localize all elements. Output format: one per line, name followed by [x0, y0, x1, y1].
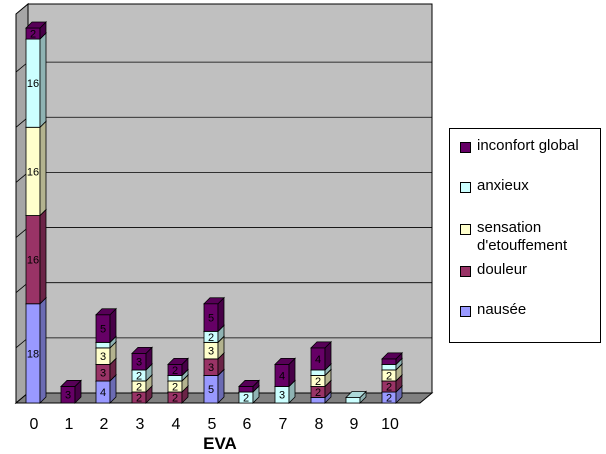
legend-label: anxieux — [477, 177, 529, 194]
data-label: 4 — [315, 354, 321, 366]
x-tick-label: 7 — [279, 416, 288, 433]
chart-walls — [14, 2, 434, 405]
bar-segments — [25, 21, 403, 404]
x-tick-label: 1 — [65, 416, 74, 433]
data-label: 2 — [136, 392, 142, 404]
x-tick-label: 4 — [172, 416, 181, 433]
bar-segment — [131, 346, 153, 371]
data-label: 2 — [172, 365, 178, 377]
data-label: 16 — [27, 166, 39, 178]
legend-item: sensation d'etouffement — [460, 219, 600, 255]
legend-swatch — [460, 182, 471, 193]
legend-item: nausée — [460, 301, 600, 319]
x-tick-label: 9 — [350, 416, 359, 433]
bar-segment — [274, 357, 296, 388]
legend-swatch — [460, 142, 471, 153]
bar-segment — [381, 351, 403, 366]
x-tick-label: 6 — [243, 416, 252, 433]
data-label: 3 — [208, 362, 214, 374]
back-wall — [27, 3, 433, 394]
data-label: 2 — [386, 392, 392, 404]
data-label: 5 — [100, 324, 106, 336]
data-label: 2 — [243, 392, 249, 404]
x-tick-label: 5 — [208, 416, 217, 433]
legend-label: nausée — [477, 301, 527, 318]
data-label: 3 — [100, 368, 106, 380]
bar-segment — [167, 357, 189, 377]
data-label: 2 — [208, 332, 214, 344]
data-label: 2 — [30, 29, 36, 41]
bar-segment — [345, 390, 367, 404]
x-tick-labels: 0 1 2 3 4 5 6 7 8 9 10 — [30, 416, 399, 433]
data-label: 2 — [315, 376, 321, 388]
bar-segment — [238, 379, 260, 393]
data-label: 2 — [386, 370, 392, 382]
data-label: 2 — [136, 370, 142, 382]
chart-legend: inconfort global anxieux sensation d'etouff… — [449, 128, 601, 343]
x-tick-label: 2 — [100, 416, 109, 433]
bar-segment — [60, 379, 82, 404]
legend-item: anxieux — [460, 177, 600, 195]
data-label: 2 — [172, 381, 178, 393]
data-label: 4 — [100, 387, 106, 399]
data-label: 3 — [279, 390, 285, 402]
legend-label: inconfort global — [477, 137, 579, 154]
bar-segment — [95, 307, 117, 344]
data-label: 2 — [172, 392, 178, 404]
bar-segment — [310, 340, 332, 371]
x-tick-label: 8 — [315, 416, 324, 433]
x-tick-label: 3 — [136, 416, 145, 433]
legend-swatch — [460, 306, 471, 317]
legend-label: sensation d'etouffement — [477, 219, 568, 254]
legend-item: inconfort global — [460, 137, 600, 155]
data-label: 3 — [136, 357, 142, 369]
data-label: 3 — [65, 390, 71, 402]
data-label: 2 — [315, 387, 321, 399]
data-label: 5 — [208, 384, 214, 396]
x-axis-title: EVA — [203, 434, 237, 453]
x-tick-label: 10 — [381, 416, 399, 433]
data-label: 3 — [100, 351, 106, 363]
data-label: 16 — [27, 255, 39, 267]
data-label: 3 — [208, 346, 214, 358]
data-label: 2 — [386, 381, 392, 393]
data-label: 18 — [27, 348, 39, 360]
data-label: 2 — [136, 381, 142, 393]
x-tick-label: 0 — [30, 416, 39, 433]
bar-segment — [203, 296, 225, 333]
legend-label: douleur — [477, 261, 528, 278]
legend-swatch — [460, 224, 471, 235]
data-label: 5 — [208, 313, 214, 325]
legend-swatch — [460, 266, 471, 277]
legend-item: douleur — [460, 261, 600, 279]
data-label: 4 — [279, 370, 285, 382]
bar-segment — [25, 21, 47, 40]
data-label: 16 — [27, 78, 39, 90]
